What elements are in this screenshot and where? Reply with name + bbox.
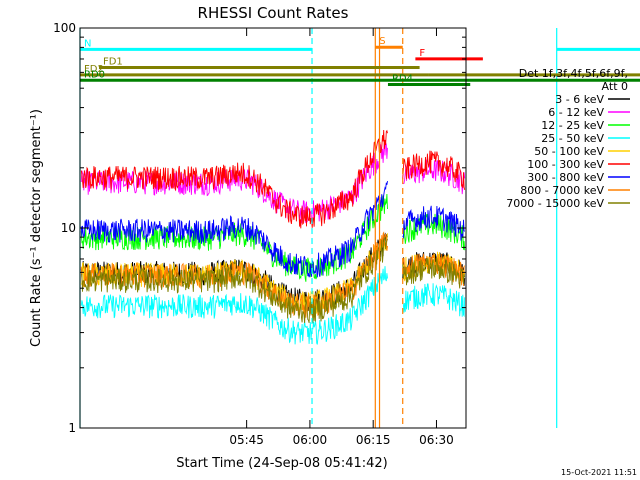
legend-header-attenuator: Att 0 — [602, 80, 628, 93]
series-line-5-1 — [402, 150, 466, 190]
legend-label-2: 12 - 25 keV — [541, 119, 604, 132]
flag-label-f: F — [419, 48, 425, 59]
x-tick-label-1: 06:00 — [293, 433, 328, 447]
series-layer — [80, 129, 466, 345]
flag-label-fd1: FD1 — [103, 56, 123, 67]
flag-label-s: S — [379, 36, 385, 47]
legend-label-3: 25 - 50 keV — [541, 132, 604, 145]
y-tick-label-2: 100 — [53, 21, 76, 35]
y-axis-label: Count Rate (s⁻¹ detector segment⁻¹) — [29, 109, 44, 347]
flag-label-n: N — [84, 38, 91, 49]
legend-label-6: 300 - 800 keV — [527, 171, 604, 184]
series-line-3-0 — [80, 266, 388, 345]
series-line-8-1 — [402, 257, 466, 289]
legend-label-5: 100 - 300 keV — [527, 158, 604, 171]
y-tick-label-0: 1 — [68, 421, 76, 435]
flag-label-rd0: RD0 — [84, 69, 105, 80]
legend-label-0: 3 - 6 keV — [555, 93, 604, 106]
y-tick-label-1: 10 — [61, 221, 76, 235]
chart-title: RHESSI Count Rates — [198, 4, 349, 22]
series-line-6-1 — [402, 205, 466, 241]
series-line-4-0 — [80, 233, 388, 315]
legend-label-4: 50 - 100 keV — [534, 145, 604, 158]
x-tick-label-2: 06:15 — [356, 433, 391, 447]
y-ticks: 1 10 100 — [53, 21, 466, 435]
series-line-1-0 — [80, 142, 388, 224]
x-tick-label-3: 06:30 — [419, 433, 454, 447]
legend-label-1: 6 - 12 keV — [548, 106, 604, 119]
series-line-8-0 — [81, 237, 388, 324]
legend-label-7: 800 - 7000 keV — [520, 184, 604, 197]
series-line-6-0 — [80, 181, 388, 278]
x-axis-label: Start Time (24-Sep-08 05:41:42) — [176, 456, 387, 471]
legend: Det 1f,3f,4f,5f,6f,9f, Att 0 3 - 6 keV6 … — [506, 67, 630, 210]
flag-label-fd2: FD2 — [84, 64, 104, 75]
legend-header-detectors: Det 1f,3f,4f,5f,6f,9f, — [519, 67, 628, 80]
timestamp: 15-Oct-2021 11:51 — [561, 468, 637, 477]
x-tick-label-0: 05:45 — [229, 433, 264, 447]
series-line-3-1 — [402, 283, 466, 318]
x-ticks: 05:45 06:00 06:15 06:30 — [229, 28, 454, 447]
series-line-2-1 — [402, 213, 466, 251]
legend-label-8: 7000 - 15000 keV — [506, 197, 604, 210]
flag-label-rd4: RD4 — [392, 74, 413, 85]
series-line-5-0 — [80, 129, 388, 229]
